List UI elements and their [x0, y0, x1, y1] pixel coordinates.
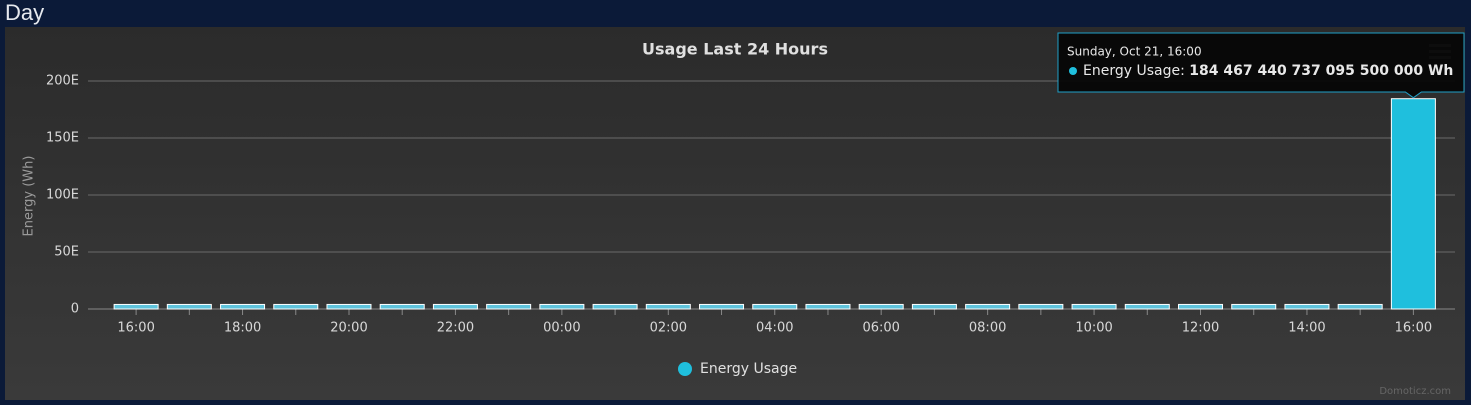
y-tick-label: 200E — [46, 74, 79, 89]
tooltip-series-name: Energy Usage — [1083, 63, 1180, 79]
bar — [965, 303, 1011, 310]
bar — [1231, 303, 1277, 310]
bar — [1284, 303, 1330, 310]
bar — [326, 303, 372, 310]
bar — [699, 303, 745, 310]
bar — [592, 303, 638, 310]
bar — [539, 303, 585, 310]
bar — [1018, 303, 1064, 310]
chart-title: Usage Last 24 Hours — [642, 40, 828, 59]
y-tick-label: 50E — [54, 245, 79, 260]
tooltip: Sunday, Oct 21, 16:00 Energy Usage: 184 4… — [1057, 32, 1465, 99]
y-tick-label: 0 — [71, 302, 79, 317]
x-tick-label: 14:00 — [1288, 321, 1325, 336]
x-tick-label: 22:00 — [437, 321, 474, 336]
x-tick-label: 02:00 — [650, 321, 687, 336]
tooltip-separator: : — [1180, 63, 1189, 79]
x-tick-label: 10:00 — [1075, 321, 1112, 336]
x-tick-label: 12:00 — [1182, 321, 1219, 336]
tooltip-header: Sunday, Oct 21, 16:00 — [1067, 45, 1202, 59]
bar — [379, 303, 425, 310]
bar — [911, 303, 957, 310]
bar — [113, 303, 159, 310]
x-tick-label: 04:00 — [756, 321, 793, 336]
x-tick-label: 16:00 — [1395, 321, 1432, 336]
bar — [166, 303, 212, 310]
x-tick-label: 20:00 — [330, 321, 367, 336]
tooltip-value: 184 467 440 737 095 500 000 Wh — [1189, 63, 1453, 79]
x-tick-label: 00:00 — [543, 321, 580, 336]
legend-label: Energy Usage — [700, 361, 797, 377]
bar — [752, 303, 798, 310]
bar — [1390, 98, 1436, 310]
bar — [432, 303, 478, 310]
bar — [273, 303, 319, 310]
y-tick-label: 150E — [46, 131, 79, 146]
credits: Domoticz.com — [1379, 386, 1451, 397]
bar — [805, 303, 851, 310]
bar — [220, 303, 266, 310]
page-heading: Day — [5, 0, 45, 25]
tooltip-box — [1057, 32, 1465, 99]
x-tick-label: 16:00 — [117, 321, 154, 336]
x-tick-label: 06:00 — [862, 321, 899, 336]
tooltip-line: Energy Usage: 184 467 440 737 095 500 00… — [1083, 63, 1453, 79]
x-tick-label: 08:00 — [969, 321, 1006, 336]
bar — [1337, 303, 1383, 310]
bar — [858, 303, 904, 310]
y-axis-title: Energy (Wh) — [22, 156, 37, 237]
bar — [1178, 303, 1224, 310]
y-tick-label: 100E — [46, 188, 79, 203]
bar — [1071, 303, 1117, 310]
tooltip-marker — [1069, 67, 1077, 75]
legend-marker — [678, 362, 692, 376]
x-tick-label: 18:00 — [224, 321, 261, 336]
bar — [1124, 303, 1170, 310]
bar — [486, 303, 532, 310]
bar — [645, 303, 691, 310]
